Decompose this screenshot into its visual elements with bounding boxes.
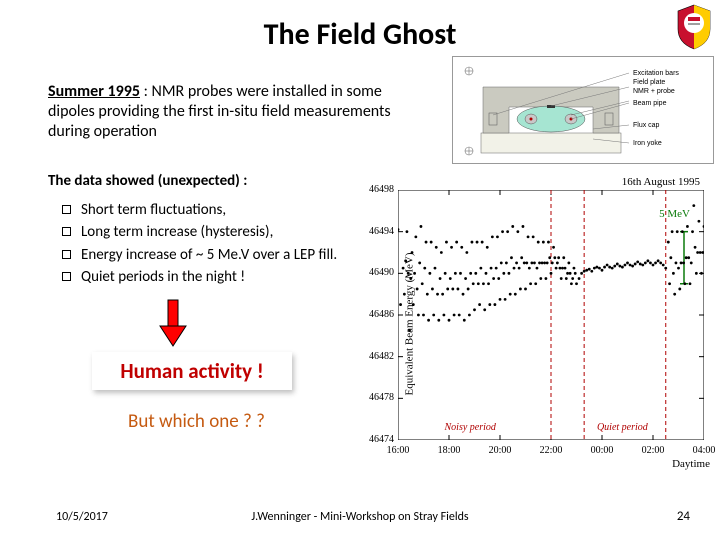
chart-x-label: Daytime (672, 458, 710, 470)
slide-title: The Field Ghost (0, 0, 720, 59)
x-tick-label: 20:00 (489, 445, 512, 456)
quiet-period-label: Quiet period (597, 422, 648, 433)
arrow-down-icon (156, 298, 190, 353)
bullet-text: Short term fluctuations, (81, 200, 226, 220)
footer-center: J.Wenninger - Mini-Workshop on Stray Fie… (251, 510, 468, 524)
bullet-text: Long term increase (hysteresis), (81, 222, 273, 242)
y-tick-label: 46494 (358, 226, 394, 237)
which-one-label: But which one ? ? (128, 410, 265, 433)
y-tick-label: 46482 (358, 351, 394, 362)
svg-text:Excitation bars: Excitation bars (633, 70, 679, 77)
bullet-square-icon (62, 250, 71, 259)
y-tick-label: 46474 (358, 434, 394, 445)
bullet-item: Energy increase of ~ 5 Me.V over a LEP f… (62, 245, 362, 265)
data-showed-heading: The data showed (unexpected) : (48, 172, 247, 190)
bullet-item: Long term increase (hysteresis), (62, 222, 362, 242)
x-tick-label: 22:00 (540, 445, 563, 456)
svg-text:Field plate: Field plate (633, 79, 665, 86)
bullet-square-icon (62, 227, 71, 236)
human-activity-label: Human activity ! (120, 358, 263, 384)
chart-title: 16th August 1995 (622, 176, 700, 188)
svg-text:Iron yoke: Iron yoke (633, 140, 662, 147)
y-tick-label: 46478 (358, 392, 394, 403)
geneva-logo (674, 3, 714, 51)
noisy-period-label: Noisy period (445, 422, 496, 433)
y-tick-label: 46486 (358, 309, 394, 320)
plot-area: 46474464784648246486464904649446498 16:0… (398, 190, 704, 440)
intro-paragraph: Summer 1995 : NMR probes were installed … (48, 82, 408, 142)
bullet-text: Energy increase of ~ 5 Me.V over a LEP f… (81, 245, 337, 265)
bullet-square-icon (62, 272, 71, 281)
svg-text:Beam pipe: Beam pipe (633, 100, 667, 107)
y-tick-label: 46498 (358, 184, 394, 195)
svg-text:NMR + probe: NMR + probe (633, 88, 675, 95)
bullet-item: Short term fluctuations, (62, 200, 362, 220)
x-tick-label: 00:00 (591, 445, 614, 456)
y-tick-label: 46490 (358, 267, 394, 278)
nmr-diagram: Excitation bars Field plate NMR + probe Flu… (452, 56, 714, 164)
beam-energy-chart: Equivalent Beam Energy (MeV) Daytime 16t… (336, 176, 716, 472)
bullet-square-icon (62, 205, 71, 214)
footer-page-number: 24 (677, 509, 690, 524)
bullet-text: Quiet periods in the night ! (81, 267, 245, 287)
x-tick-label: 04:00 (693, 445, 716, 456)
x-tick-label: 16:00 (387, 445, 410, 456)
x-tick-label: 02:00 (642, 445, 665, 456)
x-tick-label: 18:00 (438, 445, 461, 456)
bullet-item: Quiet periods in the night ! (62, 267, 362, 287)
human-activity-box: Human activity ! (92, 352, 292, 390)
intro-lead: Summer 1995 (48, 82, 140, 101)
bullet-list: Short term fluctuations,Long term increa… (62, 200, 362, 289)
footer-date: 10/5/2017 (56, 510, 108, 524)
svg-text:Flux cap: Flux cap (633, 122, 660, 129)
